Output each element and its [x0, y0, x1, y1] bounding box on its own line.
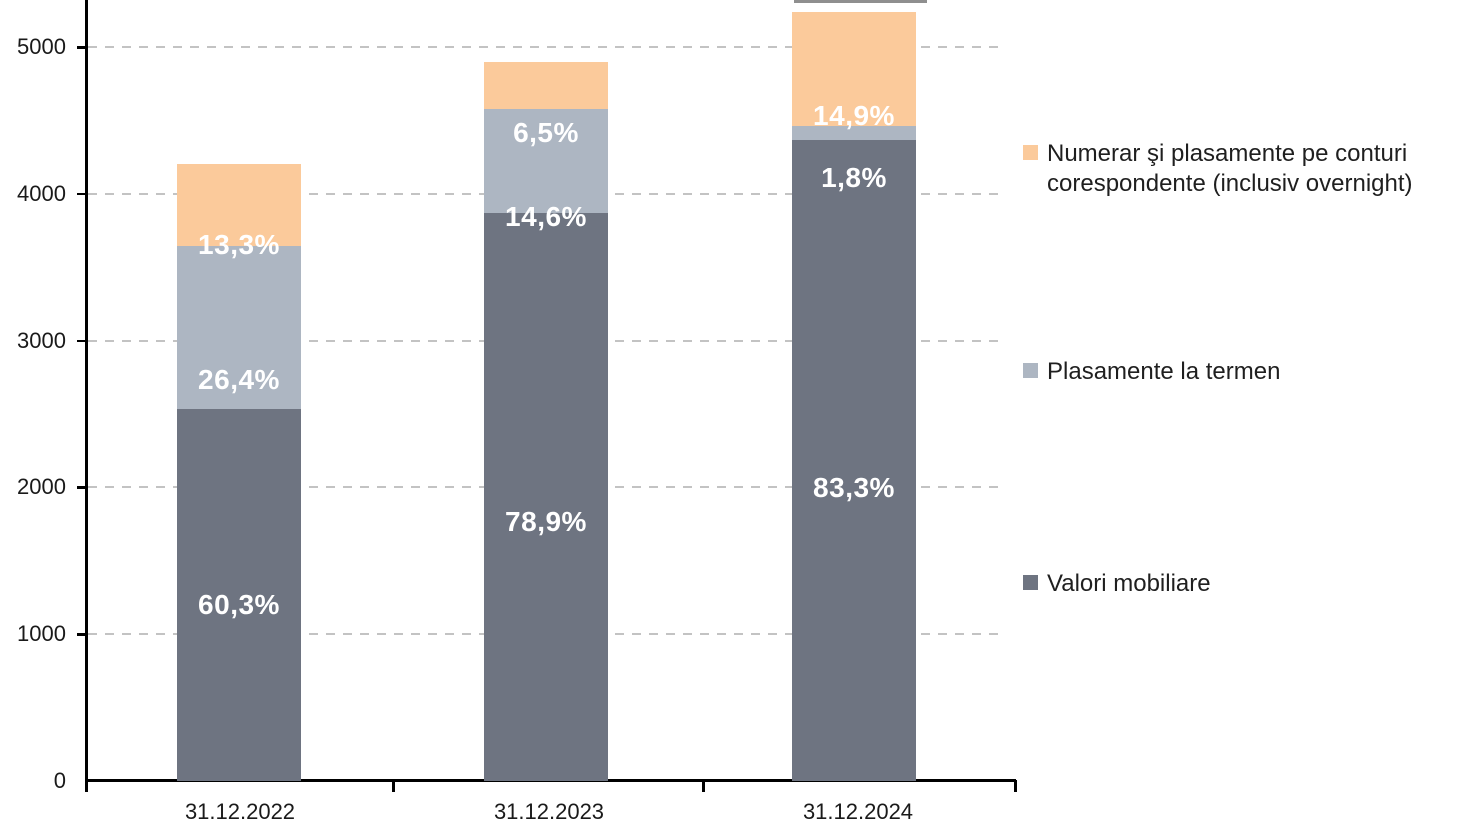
x-axis-label-31.12.2022: 31.12.2022 [184, 799, 296, 824]
x-axis-label-31.12.2023: 31.12.2023 [493, 799, 605, 824]
y-tick-label-5000: 5000 [17, 34, 66, 59]
bar-segment-31.12.2022-valori-mobiliare [177, 409, 301, 781]
y-tick-label-1000: 1000 [17, 621, 66, 647]
segment-percent-label: 13,3% [198, 229, 280, 260]
x-axis-label-31.12.2024: 31.12.2024 [802, 799, 914, 824]
legend-label: Valori mobiliare [1047, 570, 1211, 597]
bar-segment-31.12.2024-valori-mobiliare [792, 140, 916, 781]
bar-segment-31.12.2024-numerar-şi [792, 11, 916, 127]
segment-percent-label: 14,9% [813, 100, 895, 131]
cropped-edge-artifact [794, 0, 927, 3]
segment-percent-label: 83,3% [813, 472, 895, 503]
x-axis-tick-0 [392, 780, 395, 792]
bar-segment-31.12.2024-plasamente-la [792, 126, 916, 141]
y-axis-line [85, 0, 88, 792]
bar-segment-31.12.2022-plasamente-la [177, 246, 301, 410]
segment-percent-label: 26,4% [198, 364, 280, 395]
x-axis-tick-1 [702, 780, 705, 792]
bar-segment-31.12.2023-numerar-şi [484, 61, 608, 109]
y-axis-tick-2000 [77, 486, 86, 489]
y-tick-label-2000: 2000 [17, 474, 66, 500]
gridline-5000 [88, 46, 1005, 48]
segment-percent-label: 6,5% [513, 117, 579, 148]
segment-percent-label: 60,3% [198, 589, 280, 620]
bar-segment-31.12.2023-valori-mobiliare [484, 213, 608, 781]
segment-percent-label: 1,8% [821, 162, 887, 193]
y-axis-tick-3000 [77, 339, 86, 343]
y-tick-label-0: 0 [53, 768, 66, 793]
bar-segment-31.12.2023-plasamente-la [484, 108, 608, 214]
bar-segment-31.12.2022-numerar-şi [177, 164, 301, 247]
y-tick-label-4000: 4000 [17, 180, 66, 206]
legend-label: Numerar şi plasamente pe conturi corespo… [1047, 140, 1413, 197]
y-tick-label-3000: 3000 [17, 327, 66, 353]
legend-swatch-icon [1023, 363, 1038, 378]
y-axis-tick-5000 [77, 46, 86, 49]
x-axis-tick-2 [1014, 780, 1017, 792]
legend-label: Plasamente la termen [1047, 358, 1281, 385]
legend-swatch-icon [1023, 145, 1038, 160]
legend-item-3: Valori mobiliare [1023, 569, 1459, 599]
y-axis-tick-1000 [77, 633, 86, 636]
segment-percent-label: 78,9% [505, 506, 587, 537]
legend-swatch-icon [1023, 575, 1038, 590]
y-axis-tick-4000 [77, 192, 86, 196]
legend-item-2: Plasamente la termen [1023, 357, 1459, 387]
legend-item-1: Numerar şi plasamente pe conturi corespo… [1023, 139, 1459, 199]
segment-percent-label: 14,6% [505, 201, 587, 232]
